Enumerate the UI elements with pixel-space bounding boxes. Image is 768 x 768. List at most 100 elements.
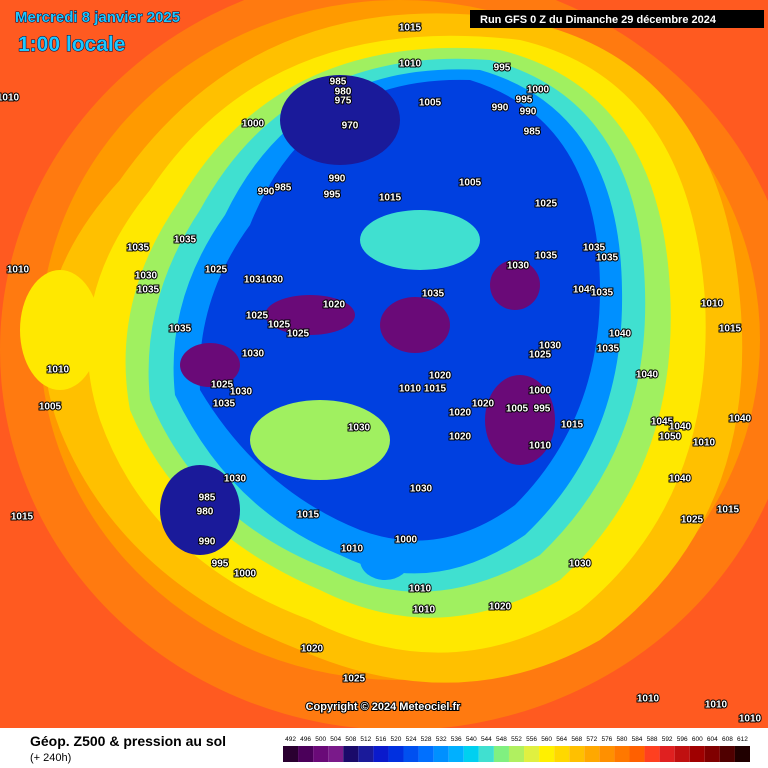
scale-swatch xyxy=(478,746,494,762)
scale-swatch xyxy=(569,746,585,762)
isobar-label: 1010 xyxy=(705,700,728,711)
isobar-label: 1005 xyxy=(506,404,529,415)
scale-swatch xyxy=(524,746,540,762)
scale-swatch xyxy=(659,746,675,762)
scale-label: 584 xyxy=(632,736,643,743)
isobar-label: 1015 xyxy=(379,193,402,204)
scale-swatch xyxy=(554,746,570,762)
scale-swatch xyxy=(373,746,389,762)
isobar-label: 1010 xyxy=(739,714,762,725)
isobar-label: 995 xyxy=(324,190,341,201)
isobar-label: 1040 xyxy=(573,285,596,296)
isobar-label: 1035 xyxy=(213,399,236,410)
scale-label: 548 xyxy=(496,736,507,743)
isobar-label: 1010 xyxy=(47,365,70,376)
isobar-label: 1010 xyxy=(529,441,552,452)
isobar-label: 1020 xyxy=(449,408,472,419)
scale-label: 560 xyxy=(541,736,552,743)
isobar-label: 985 xyxy=(275,183,292,194)
scale-swatch xyxy=(433,746,449,762)
run-box xyxy=(470,10,764,28)
scale-label: 612 xyxy=(737,736,748,743)
scale-label: 600 xyxy=(692,736,703,743)
isobar-label: 1010 xyxy=(341,544,364,555)
isobar-label: 1010 xyxy=(693,438,716,449)
isobar-label: 1035 xyxy=(127,243,150,254)
scale-label: 512 xyxy=(360,736,371,743)
isobar-label: 1010 xyxy=(0,93,20,104)
isobar-label: 1035 xyxy=(591,288,614,299)
scale-swatch xyxy=(644,746,660,762)
scale-label: 556 xyxy=(526,736,537,743)
copyright: Copyright © 2024 Meteociel.fr xyxy=(306,701,462,713)
isobar-label: 1030 xyxy=(507,261,530,272)
scale-label: 552 xyxy=(511,736,522,743)
scale-label: 536 xyxy=(451,736,462,743)
isobar-label: 1000 xyxy=(527,85,550,96)
isobar-label: 1015 xyxy=(297,510,320,521)
isobar-label: 1005 xyxy=(39,402,62,413)
scale-swatch xyxy=(388,746,404,762)
isobar-label: 1035 xyxy=(596,253,619,264)
scale-swatch xyxy=(704,746,720,762)
isobar-label: 1015 xyxy=(424,384,447,395)
scale-swatch xyxy=(689,746,705,762)
isobar-label: 1010 xyxy=(7,265,30,276)
isobar-label: 1040 xyxy=(636,370,659,381)
isobar-label: 1015 xyxy=(717,505,740,516)
scale-swatch xyxy=(508,746,525,762)
scale-swatch xyxy=(463,746,479,762)
isobar-label: 1050 xyxy=(659,432,682,443)
isobar-label: 1010 xyxy=(413,605,436,616)
scale-label: 608 xyxy=(722,736,733,743)
isobar-label: 975 xyxy=(335,96,352,107)
isobar-label: 1020 xyxy=(472,399,495,410)
scale-swatch xyxy=(539,746,555,762)
isobar-label: 1030 xyxy=(244,275,267,286)
forecast-time: 1:00 locale xyxy=(18,33,125,56)
scale-label: 496 xyxy=(300,736,311,743)
scale-label: 588 xyxy=(647,736,658,743)
isobar-label: 1040 xyxy=(669,474,692,485)
isobar-label: 1035 xyxy=(174,235,197,246)
scale-swatch xyxy=(418,746,434,762)
scale-swatch xyxy=(719,746,735,762)
isobar-label: 995 xyxy=(516,95,533,106)
isobar-label: 990 xyxy=(520,107,537,118)
scale-swatch xyxy=(674,746,690,762)
scale-swatch xyxy=(599,746,615,762)
legend-lead: (+ 240h) xyxy=(30,752,71,764)
isobar-label: 1010 xyxy=(637,694,660,705)
color-scale: 492 496 500 504 508 512 516 520 524 528 532 536 540 5… xyxy=(283,736,750,762)
map-background xyxy=(0,0,768,730)
isobar-label: 1015 xyxy=(11,512,34,523)
scale-label: 604 xyxy=(707,736,718,743)
isobar-label: 1010 xyxy=(409,584,432,595)
isobar-label: 990 xyxy=(258,187,275,198)
scale-label: 592 xyxy=(662,736,673,743)
forecast-date: Mercredi 8 janvier 2025 xyxy=(15,9,180,26)
isobar-label: 1020 xyxy=(489,602,512,613)
isobar-label: 1025 xyxy=(529,350,552,361)
isobar-label: 1025 xyxy=(681,515,704,526)
isobar-label: 1000 xyxy=(234,569,257,580)
isobar-label: 1010 xyxy=(399,59,422,70)
isobar-label: 1035 xyxy=(535,251,558,262)
isobar-label: 1045 xyxy=(651,417,674,428)
scale-label: 564 xyxy=(556,736,567,743)
scale-label: 580 xyxy=(617,736,628,743)
isobar-label: 1010 xyxy=(399,384,422,395)
isobar-label: 1035 xyxy=(169,324,192,335)
scale-swatch xyxy=(328,746,344,762)
scale-swatch xyxy=(403,746,419,762)
isobar-label: 1000 xyxy=(242,119,265,130)
run-label: Run GFS 0 Z du Dimanche 29 décembre 2024 xyxy=(480,14,717,26)
isobar-label: 990 xyxy=(199,537,216,548)
isobar-label: 1035 xyxy=(583,243,606,254)
isobar-label: 985 xyxy=(199,493,216,504)
scale-swatch xyxy=(298,746,314,762)
isobar-label: 1020 xyxy=(449,432,472,443)
isobar-label: 970 xyxy=(342,121,359,132)
